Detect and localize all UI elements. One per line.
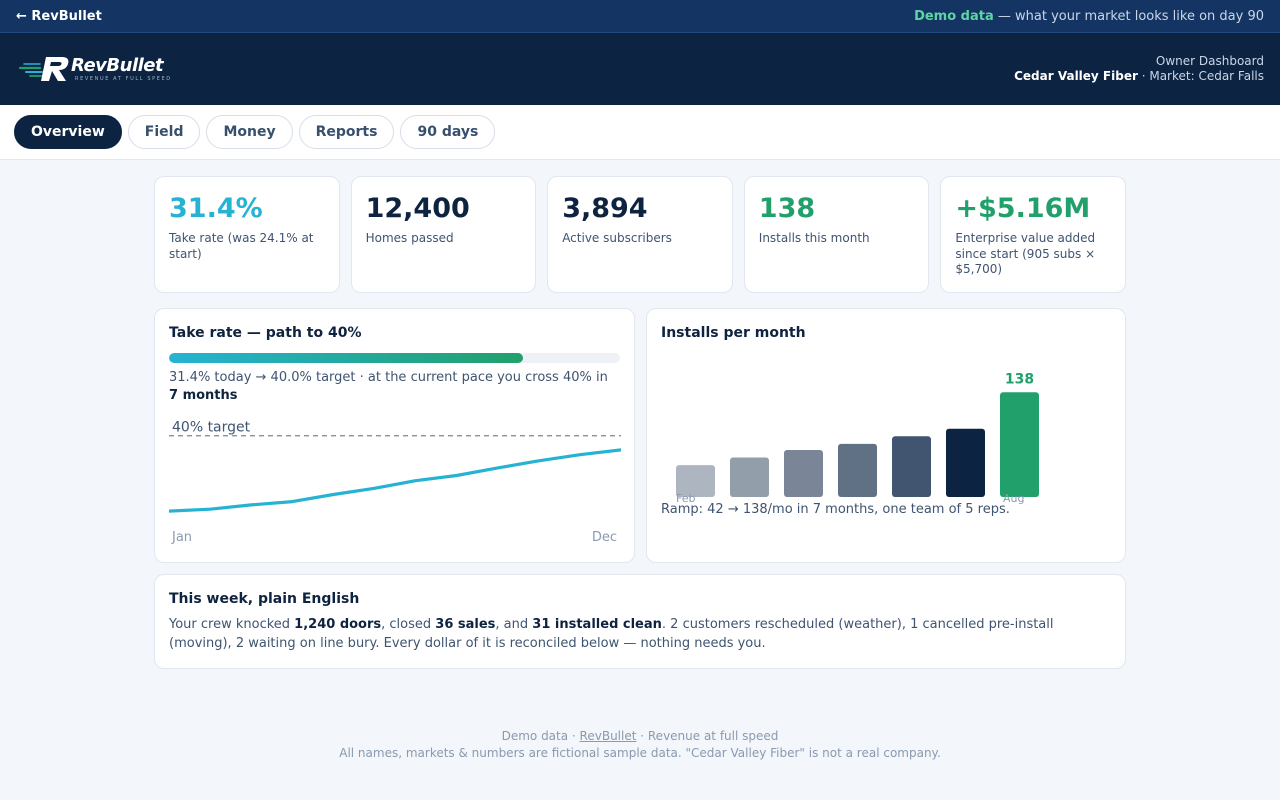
summary-text: . 2 customers rescheduled (weather), 1 c… bbox=[169, 617, 1054, 651]
dashboard-label: Owner Dashboard bbox=[1155, 54, 1264, 68]
installs-title: Installs per month bbox=[661, 325, 806, 341]
summary-text: , closed bbox=[381, 617, 436, 632]
footer-pre: Demo data · bbox=[501, 729, 580, 743]
installs-bar-mar bbox=[730, 457, 769, 497]
kpi-enterprise-value: +$5.16M Enterprise value added since sta… bbox=[940, 176, 1126, 293]
back-to-revbullet-link[interactable]: ← RevBullet bbox=[16, 8, 102, 24]
installs-highlight-label: 138 bbox=[1005, 371, 1034, 387]
x-end-label: Dec bbox=[592, 530, 617, 545]
logo[interactable]: RevBullet REVENUE AT FULL SPEED bbox=[18, 54, 172, 84]
kpi-label: Active subscribers bbox=[562, 231, 672, 245]
tab-field[interactable]: Field bbox=[127, 115, 201, 149]
weekly-summary-text: Your crew knocked 1,240 doors, closed 36… bbox=[169, 615, 1111, 653]
kpi-homes-passed: 12,400 Homes passed bbox=[350, 176, 537, 293]
logo-name: RevBullet bbox=[71, 55, 164, 76]
footer: Demo data · RevBullet · Revenue at full … bbox=[0, 728, 1280, 762]
summary-doors: 1,240 doors bbox=[294, 617, 382, 632]
market-name: · Market: Cedar Falls bbox=[1137, 69, 1264, 83]
kpi-value: +$5.16M bbox=[955, 193, 1091, 224]
installs-bar-may bbox=[838, 443, 877, 497]
tab-overview[interactable]: Overview bbox=[14, 115, 122, 149]
tab-90-days[interactable]: 90 days bbox=[400, 115, 496, 149]
installs-bar-chart: 138 Feb Aug bbox=[676, 371, 1039, 504]
installs-bar-feb bbox=[676, 465, 715, 497]
kpi-active-subscribers: 3,894 Active subscribers bbox=[547, 176, 733, 293]
kpi-value: 138 bbox=[758, 193, 816, 224]
nav-tabs: Overview Field Money Reports 90 days bbox=[0, 105, 1280, 160]
summary-installs: 31 installed clean bbox=[532, 617, 662, 632]
x-last-label: Aug bbox=[1003, 492, 1024, 504]
take-rate-progress-bar bbox=[169, 353, 620, 363]
main-content: 31.4% Take rate (was 24.1% at start) 12,… bbox=[154, 176, 1126, 669]
take-rate-progress-fill bbox=[169, 353, 524, 363]
demo-label: Demo data bbox=[914, 8, 994, 24]
take-rate-card: Take rate — path to 40% 31.4% today → 40… bbox=[154, 308, 635, 563]
installs-card: Installs per month 138 Feb Aug Ramp: 42 … bbox=[646, 308, 1126, 563]
weekly-summary-title: This week, plain English bbox=[169, 591, 360, 607]
footer-post: · Revenue at full speed bbox=[636, 729, 779, 743]
installs-bar-jul bbox=[946, 428, 985, 497]
footer-revbullet-link[interactable]: RevBullet bbox=[579, 729, 637, 743]
x-first-label: Feb bbox=[676, 492, 695, 504]
kpi-value: 3,894 bbox=[562, 193, 648, 224]
demo-description: — what your market looks like on day 90 bbox=[993, 8, 1264, 24]
take-rate-note-text: 31.4% today → 40.0% target · at the curr… bbox=[169, 370, 608, 385]
take-rate-series-line bbox=[169, 448, 621, 513]
tab-money[interactable]: Money bbox=[206, 115, 293, 149]
demo-notice: Demo data — what your market looks like … bbox=[914, 9, 1264, 24]
take-rate-note: 31.4% today → 40.0% target · at the curr… bbox=[169, 369, 620, 405]
logo-tagline: REVENUE AT FULL SPEED bbox=[75, 76, 172, 82]
revbullet-logo-icon bbox=[18, 57, 69, 81]
kpi-label: Take rate (was 24.1% at start) bbox=[169, 231, 314, 261]
kpi-label: Homes passed bbox=[365, 231, 454, 245]
summary-sales: 36 sales bbox=[435, 617, 496, 632]
x-start-label: Jan bbox=[171, 530, 192, 545]
owner-info: Owner Dashboard Cedar Valley Fiber · Mar… bbox=[1014, 54, 1264, 84]
app-header: RevBullet REVENUE AT FULL SPEED Owner Da… bbox=[0, 33, 1280, 105]
summary-text: Your crew knocked bbox=[169, 617, 295, 632]
kpi-installs-this-month: 138 Installs this month bbox=[743, 176, 930, 293]
kpi-value: 31.4% bbox=[169, 193, 263, 224]
target-label: 40% target bbox=[172, 420, 251, 436]
installs-bar-aug bbox=[1000, 392, 1039, 497]
kpi-label: Enterprise value added since start (905 … bbox=[955, 231, 1096, 276]
kpi-label: Installs this month bbox=[758, 231, 870, 245]
kpi-value: 12,400 bbox=[365, 193, 470, 224]
ramp-summary: Ramp: 42 → 138/mo in 7 months, one team … bbox=[661, 502, 1010, 517]
installs-bar-jun bbox=[892, 436, 931, 497]
kpi-row: 31.4% Take rate (was 24.1% at start) 12,… bbox=[154, 176, 1126, 293]
take-rate-note-bold: 7 months bbox=[169, 388, 238, 403]
installs-bar-apr bbox=[784, 449, 823, 497]
footer-disclaimer: All names, markets & numbers are fiction… bbox=[339, 746, 941, 760]
kpi-take-rate: 31.4% Take rate (was 24.1% at start) bbox=[154, 176, 340, 293]
company-name: Cedar Valley Fiber bbox=[1014, 69, 1138, 83]
top-bar: ← RevBullet Demo data — what your market… bbox=[0, 0, 1280, 33]
summary-text: , and bbox=[495, 617, 533, 632]
tab-reports[interactable]: Reports bbox=[298, 115, 395, 149]
weekly-summary-card: This week, plain English Your crew knock… bbox=[154, 574, 1126, 669]
take-rate-title: Take rate — path to 40% bbox=[169, 325, 362, 341]
take-rate-line-chart: 40% target Jan Dec bbox=[169, 420, 621, 545]
